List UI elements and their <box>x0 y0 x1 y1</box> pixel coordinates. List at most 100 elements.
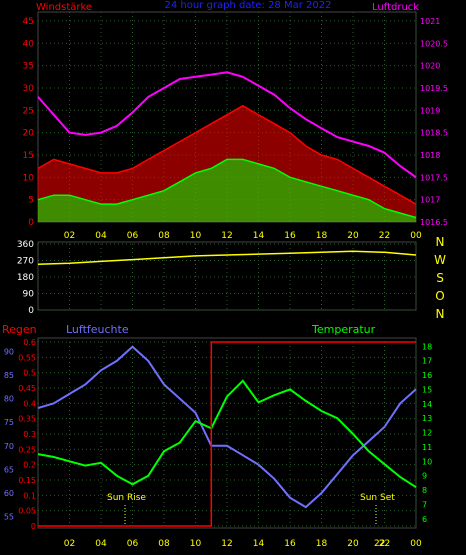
direction-y-tick-0: 0 <box>28 306 34 316</box>
climate-time-tick-22: 22 <box>379 539 390 549</box>
sunset-hour-annotation: 22 <box>374 539 385 549</box>
wind-y-tick-30: 30 <box>23 84 35 94</box>
temperature-y-tick-8: 8 <box>422 486 427 495</box>
climate-time-tick-20: 20 <box>347 539 359 549</box>
temperature-y-tick-13: 13 <box>422 414 432 423</box>
pressure-y-tick-1019: 1019 <box>420 106 440 115</box>
pressure-y-tick-1018: 1018 <box>420 151 440 160</box>
rain-y-tick-0.3: 0.3 <box>23 430 36 439</box>
climate-time-tick-14: 14 <box>253 539 265 549</box>
wind-time-tick-12: 12 <box>221 231 232 241</box>
humidity-y-tick-65: 65 <box>4 465 14 474</box>
tick-labels: 0510152025303540451016.510171017.5101810… <box>4 17 448 549</box>
humidity-label: Luftfeuchte <box>66 323 129 336</box>
rain-y-tick-0.4: 0.4 <box>23 399 36 408</box>
pressure-label: Luftdruck <box>372 2 419 13</box>
wind-y-tick-25: 25 <box>23 106 34 116</box>
direction-y-tick-90: 90 <box>23 290 35 300</box>
rain-y-tick-0.1: 0.1 <box>23 491 36 500</box>
wind_gust-line <box>37 104 417 205</box>
temperature-y-tick-7: 7 <box>422 500 427 509</box>
wind-label: Windstärke <box>36 2 92 13</box>
climate-panel-frame <box>37 337 417 529</box>
direction-y-tick-360: 360 <box>17 240 34 250</box>
temperature-y-tick-16: 16 <box>422 371 432 380</box>
compass-label-4: N <box>436 307 445 321</box>
wind-y-tick-0: 0 <box>28 218 34 228</box>
series-lines <box>37 71 417 527</box>
wind-time-tick-14: 14 <box>253 231 265 241</box>
wind-y-tick-15: 15 <box>23 151 34 161</box>
rain-y-tick-0.2: 0.2 <box>23 461 36 470</box>
rain-y-tick-0.55: 0.55 <box>18 353 36 362</box>
temperature-y-tick-14: 14 <box>422 400 432 409</box>
pressure-y-tick-1018.5: 1018.5 <box>420 129 448 138</box>
rain-y-tick-0.35: 0.35 <box>18 415 36 424</box>
pressure-y-tick-1019.5: 1019.5 <box>420 84 448 93</box>
humidity-y-tick-85: 85 <box>4 371 14 380</box>
wind-y-tick-35: 35 <box>23 62 34 72</box>
humidity-y-tick-90: 90 <box>4 347 14 356</box>
compass-label-3: O <box>435 289 444 303</box>
wind-time-tick-18: 18 <box>316 231 328 241</box>
temperature-y-tick-10: 10 <box>422 457 432 466</box>
wind-time-tick-20: 20 <box>347 231 359 241</box>
climate-time-tick-16: 16 <box>284 539 296 549</box>
wind-y-tick-5: 5 <box>28 196 34 206</box>
pressure-line <box>37 71 417 179</box>
humidity-y-tick-55: 55 <box>4 513 14 522</box>
rain-y-tick-0.45: 0.45 <box>18 384 36 393</box>
wind-y-tick-20: 20 <box>23 129 35 139</box>
sunset-annotation: Sun Set <box>360 493 395 503</box>
wind-time-tick-06: 06 <box>127 231 139 241</box>
rain-line <box>38 341 416 527</box>
wind-time-tick-10: 10 <box>190 231 202 241</box>
temperature-y-tick-18: 18 <box>422 342 432 351</box>
pressure-y-tick-1017.5: 1017.5 <box>420 173 448 182</box>
climate-time-tick-12: 12 <box>221 539 232 549</box>
humidity-y-tick-80: 80 <box>4 395 14 404</box>
direction-y-tick-180: 180 <box>17 273 34 283</box>
climate-time-tick-18: 18 <box>316 539 328 549</box>
wind-time-tick-16: 16 <box>284 231 296 241</box>
climate-time-tick-08: 08 <box>158 539 170 549</box>
wind_avg-area <box>38 159 416 222</box>
humidity-y-tick-70: 70 <box>4 442 14 451</box>
wind-y-tick-45: 45 <box>23 17 34 27</box>
climate-time-tick-06: 06 <box>127 539 139 549</box>
rain-y-tick-0.5: 0.5 <box>23 369 36 378</box>
wind-time-tick-02: 02 <box>64 231 75 241</box>
sunrise-annotation: Sun Rise <box>107 493 146 503</box>
compass-label-1: W <box>434 253 446 267</box>
rain-y-tick-0.6: 0.6 <box>23 338 36 347</box>
pressure-y-tick-1017: 1017 <box>420 196 440 205</box>
temperature-y-tick-11: 11 <box>422 443 432 452</box>
climate-time-tick-10: 10 <box>190 539 202 549</box>
wind_avg-line <box>37 158 417 219</box>
climate-time-tick-04: 04 <box>95 539 107 549</box>
climate-time-tick-02: 02 <box>64 539 75 549</box>
wind-time-tick-08: 08 <box>158 231 170 241</box>
direction-line <box>37 250 417 265</box>
pressure-y-tick-1020.5: 1020.5 <box>420 39 448 48</box>
pressure-y-tick-1016.5: 1016.5 <box>420 218 448 227</box>
temperature-label: Temperatur <box>311 323 376 336</box>
temperature-y-tick-9: 9 <box>422 472 427 481</box>
direction-y-tick-270: 270 <box>17 257 34 267</box>
wind-time-tick-00: 00 <box>410 231 422 241</box>
temperature-line <box>37 379 417 489</box>
humidity-y-tick-60: 60 <box>4 489 14 498</box>
rain-y-tick-0.05: 0.05 <box>18 507 36 516</box>
temperature-y-tick-17: 17 <box>422 357 432 366</box>
pressure-y-tick-1021: 1021 <box>420 17 440 26</box>
rain-y-tick-0.25: 0.25 <box>18 445 36 454</box>
climate-time-tick-00: 00 <box>410 539 422 549</box>
temperature-y-tick-6: 6 <box>422 515 427 524</box>
wind-y-tick-10: 10 <box>23 173 35 183</box>
humidity-y-tick-75: 75 <box>4 418 14 427</box>
wind-y-tick-40: 40 <box>23 39 35 49</box>
temperature-y-tick-12: 12 <box>422 429 432 438</box>
temperature-y-tick-15: 15 <box>422 385 432 394</box>
chart-date-label: 24 hour graph date: 28 Mar 2022 <box>165 0 332 11</box>
grid-lines <box>38 12 417 527</box>
